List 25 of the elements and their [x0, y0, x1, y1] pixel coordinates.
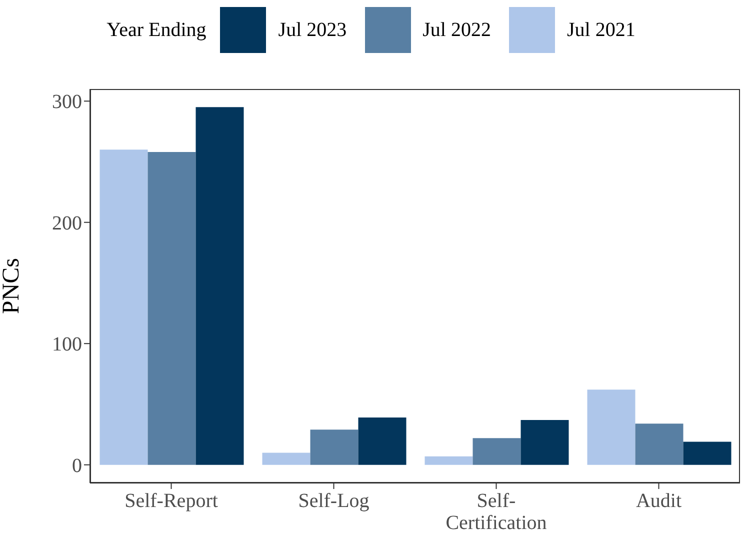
bar [358, 418, 406, 465]
y-tick-label: 300 [52, 91, 82, 114]
bar [196, 107, 244, 465]
bar [520, 420, 569, 465]
bar [148, 152, 196, 465]
y-tick-label: 100 [52, 334, 82, 356]
x-tick-label: Audit [636, 490, 682, 512]
bar [472, 438, 521, 465]
bar [262, 452, 310, 465]
legend-label: Jul 2023 [278, 18, 347, 42]
bar [424, 456, 473, 465]
x-tick-label: Self-Log [298, 490, 370, 512]
x-tick-label: Self-Certification [446, 490, 547, 534]
bar [100, 150, 148, 465]
legend-label: Jul 2021 [566, 18, 636, 42]
bar [635, 424, 684, 465]
y-tick-label: 0 [72, 454, 82, 477]
y-tick-label: 200 [52, 212, 82, 234]
bar [683, 442, 732, 465]
x-tick-label: Self-Report [124, 490, 218, 512]
y-axis-title: PNCs [0, 258, 25, 314]
legend-label: Jul 2022 [422, 18, 491, 42]
bar [310, 430, 358, 465]
bar [587, 390, 636, 465]
legend-title: Year Ending [106, 18, 206, 42]
